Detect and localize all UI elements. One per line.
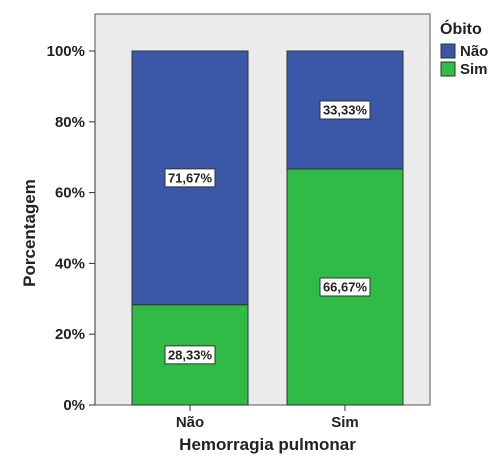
legend-label-no: Não [460,43,488,60]
bars-group: 28,33% 71,67% 66,67% 33,33% [131,50,404,406]
y-tick-label: 20% [55,326,85,343]
legend-label-sim: Sim [460,61,488,78]
legend-swatch-no [440,43,456,59]
x-axis: Não Sim [176,405,359,431]
y-tick-label: 40% [55,255,85,272]
data-label: 28,33% [168,347,213,362]
data-label-box [319,100,371,120]
data-label: 33,33% [323,102,368,117]
y-tick-label: 80% [55,114,85,131]
y-axis-title: Porcentagem [20,179,39,287]
x-tick-label: Não [176,414,204,431]
legend-swatch-sim [440,61,456,77]
y-tick-label: 60% [55,185,85,202]
data-label: 66,67% [323,279,368,294]
data-label-box [164,168,216,188]
y-axis: 0% 20% 40% 60% 80% 100% [47,43,96,414]
x-tick-label: Sim [331,414,359,431]
y-tick-label: 100% [47,43,85,60]
x-axis-title: Hemorragia pulmonar [179,435,356,454]
legend-title: Óbito [440,19,482,38]
data-label-box [164,345,216,365]
data-label-box [319,277,371,297]
y-tick-label: 0% [63,397,85,414]
data-label: 71,67% [168,170,213,185]
